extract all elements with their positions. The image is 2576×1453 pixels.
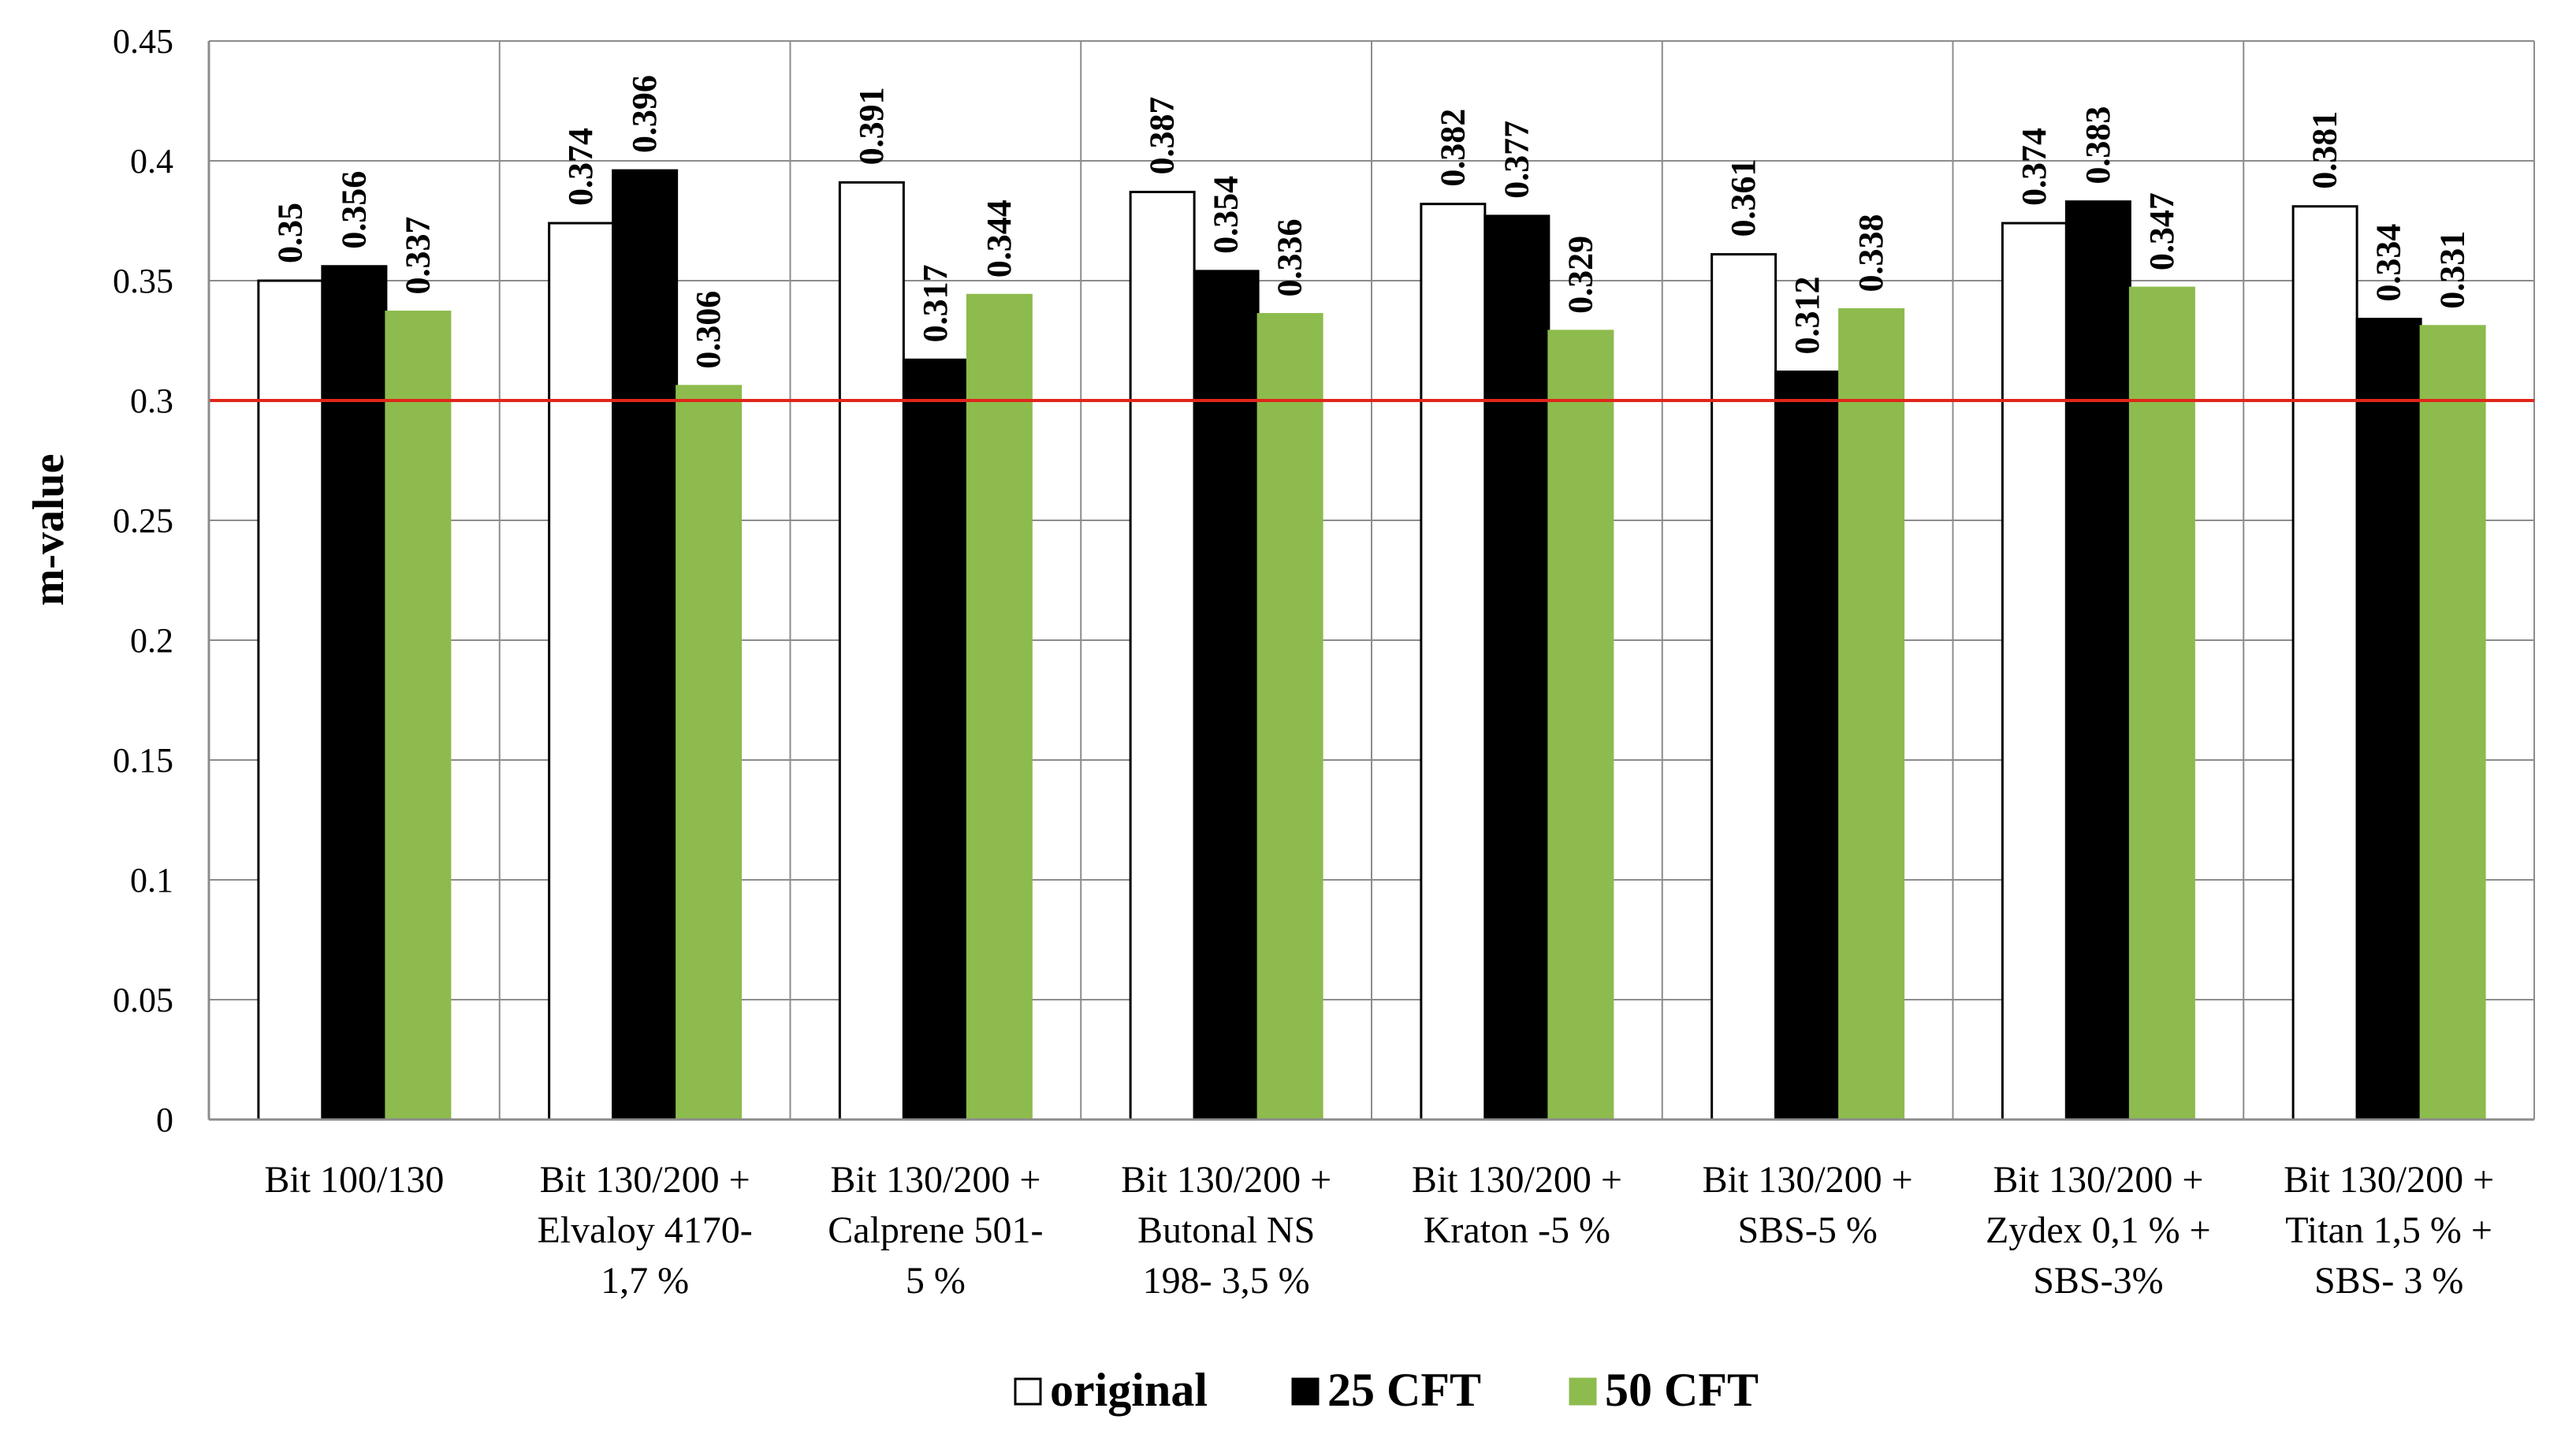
data-label: 0.377 [1497,121,1536,199]
x-category-label: Bit 130/200 + [1703,1159,1913,1201]
data-label: 0.338 [1852,214,1890,292]
y-tick-label: 0.35 [113,262,173,300]
data-label: 0.35 [270,203,309,263]
x-category-label: Elvaloy 4170- [537,1209,752,1251]
data-label: 0.354 [1207,176,1245,254]
x-category-label: Bit 130/200 + [1121,1159,1331,1201]
bar [2064,200,2131,1121]
y-tick-label: 0.45 [113,22,173,61]
axes: 0 0.05 0.1 0.15 0.2 0.25 0.3 0.35 0.4 0.45 Bit 100… [113,22,2534,1302]
y-tick-label: 0 [156,1101,173,1139]
bar [676,385,743,1121]
x-category-label: Titan 1,5 % + [2285,1209,2492,1251]
data-label: 0.387 [1143,97,1182,175]
data-label: 0.391 [852,87,891,165]
x-category-label: Butonal NS [1137,1209,1315,1251]
bar [612,169,679,1121]
data-label: 0.337 [398,217,437,295]
legend-label: 50 CFT [1605,1364,1759,1416]
x-category-label: 5 % [906,1260,966,1302]
bar [1256,313,1323,1121]
bar [1193,270,1260,1121]
x-category-label: Calprene 501- [828,1209,1043,1251]
bar [2355,318,2422,1121]
y-tick-label: 0.15 [113,741,173,780]
data-label: 0.361 [1724,159,1763,237]
bar [321,265,388,1121]
x-category-label: 198- 3,5 % [1143,1260,1310,1302]
data-label: 0.306 [689,291,728,369]
data-label: 0.347 [2142,192,2181,270]
x-category-label: Bit 130/200 + [1412,1159,1622,1201]
x-category-label: Kraton -5 % [1424,1209,1610,1251]
data-label: 0.396 [625,75,664,153]
bar [1547,330,1614,1121]
y-tick-label: 0.25 [113,501,173,540]
bar [1129,191,1196,1121]
bar [1420,203,1487,1121]
data-label: 0.312 [1788,277,1826,355]
x-category-label: Bit 130/200 + [830,1159,1040,1201]
x-category-label: SBS-5 % [1737,1209,1877,1251]
legend-label: original [1050,1364,1208,1416]
data-label: 0.382 [1433,109,1472,187]
legend-swatch [1291,1377,1320,1406]
data-label: 0.381 [2306,111,2344,189]
data-labels: 0.35 0.356 0.337 0.374 0.396 0.306 0.391 0.317 0… [270,75,2471,369]
data-label: 0.331 [2433,231,2472,309]
bar [2291,205,2358,1121]
bar [2419,325,2486,1121]
bar [1711,253,1778,1121]
data-label: 0.374 [2015,128,2053,206]
x-category-label: 1,7 % [601,1260,689,1302]
y-tick-label: 0.2 [130,621,173,660]
y-tick-label: 0.05 [113,981,173,1019]
bar [385,311,452,1121]
y-tick-label: 0.4 [130,142,173,181]
data-label: 0.334 [2369,224,2408,302]
bar [1838,307,1905,1121]
data-label: 0.344 [980,199,1018,278]
y-axis-title: m-value [24,454,73,606]
data-label: 0.356 [334,171,373,249]
data-label: 0.329 [1561,236,1599,314]
y-tick-label: 0.1 [130,861,173,900]
bar [2128,286,2195,1121]
data-label: 0.383 [2079,106,2117,184]
x-category-label: Bit 130/200 + [2284,1159,2494,1201]
bar [1774,371,1841,1121]
x-category-label: SBS- 3 % [2314,1260,2463,1302]
bar [966,293,1033,1121]
bar [548,222,615,1121]
x-category-label: Bit 100/130 [264,1159,444,1201]
bar-series [257,169,2486,1121]
y-tick-label: 0.3 [130,382,173,420]
bar [257,279,324,1121]
legend-swatch [1014,1377,1042,1406]
x-category-label: Bit 130/200 + [1993,1159,2203,1201]
bar [838,181,905,1121]
legend: original 25 CFT 50 CFT [1014,1364,1759,1416]
legend-swatch [1569,1377,1597,1406]
x-category-label: Zydex 0,1 % + [1986,1209,2211,1251]
bar [2001,222,2068,1121]
data-label: 0.374 [561,128,600,206]
x-category-label: SBS-3% [2033,1260,2163,1302]
bar [902,358,969,1121]
legend-label: 25 CFT [1327,1364,1481,1416]
bar [1483,214,1550,1121]
data-label: 0.336 [1271,219,1309,297]
x-category-label: Bit 130/200 + [540,1159,750,1201]
data-label: 0.317 [916,264,955,342]
